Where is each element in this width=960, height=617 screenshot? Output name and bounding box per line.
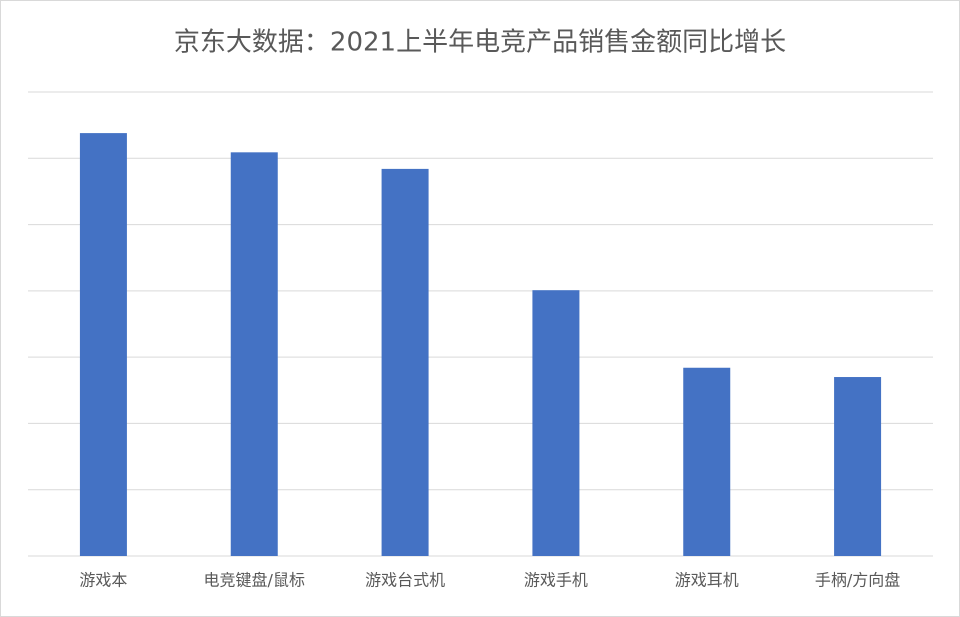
chart-title: 京东大数据：2021上半年电竞产品销售金额同比增长 [174,28,786,58]
x-tick-label: 手柄/方向盘 [815,571,900,590]
x-tick-label: 游戏耳机 [675,571,739,590]
bar [683,367,731,556]
bar [532,290,580,556]
bar [834,377,882,556]
bar [79,133,127,556]
x-tick-label: 游戏本 [79,571,127,590]
bar [230,152,278,556]
x-tick-label: 游戏手机 [524,571,588,590]
x-tick-label: 游戏台式机 [365,571,445,590]
x-tick-label: 电竞键盘/鼠标 [204,571,305,590]
bar [381,168,429,557]
